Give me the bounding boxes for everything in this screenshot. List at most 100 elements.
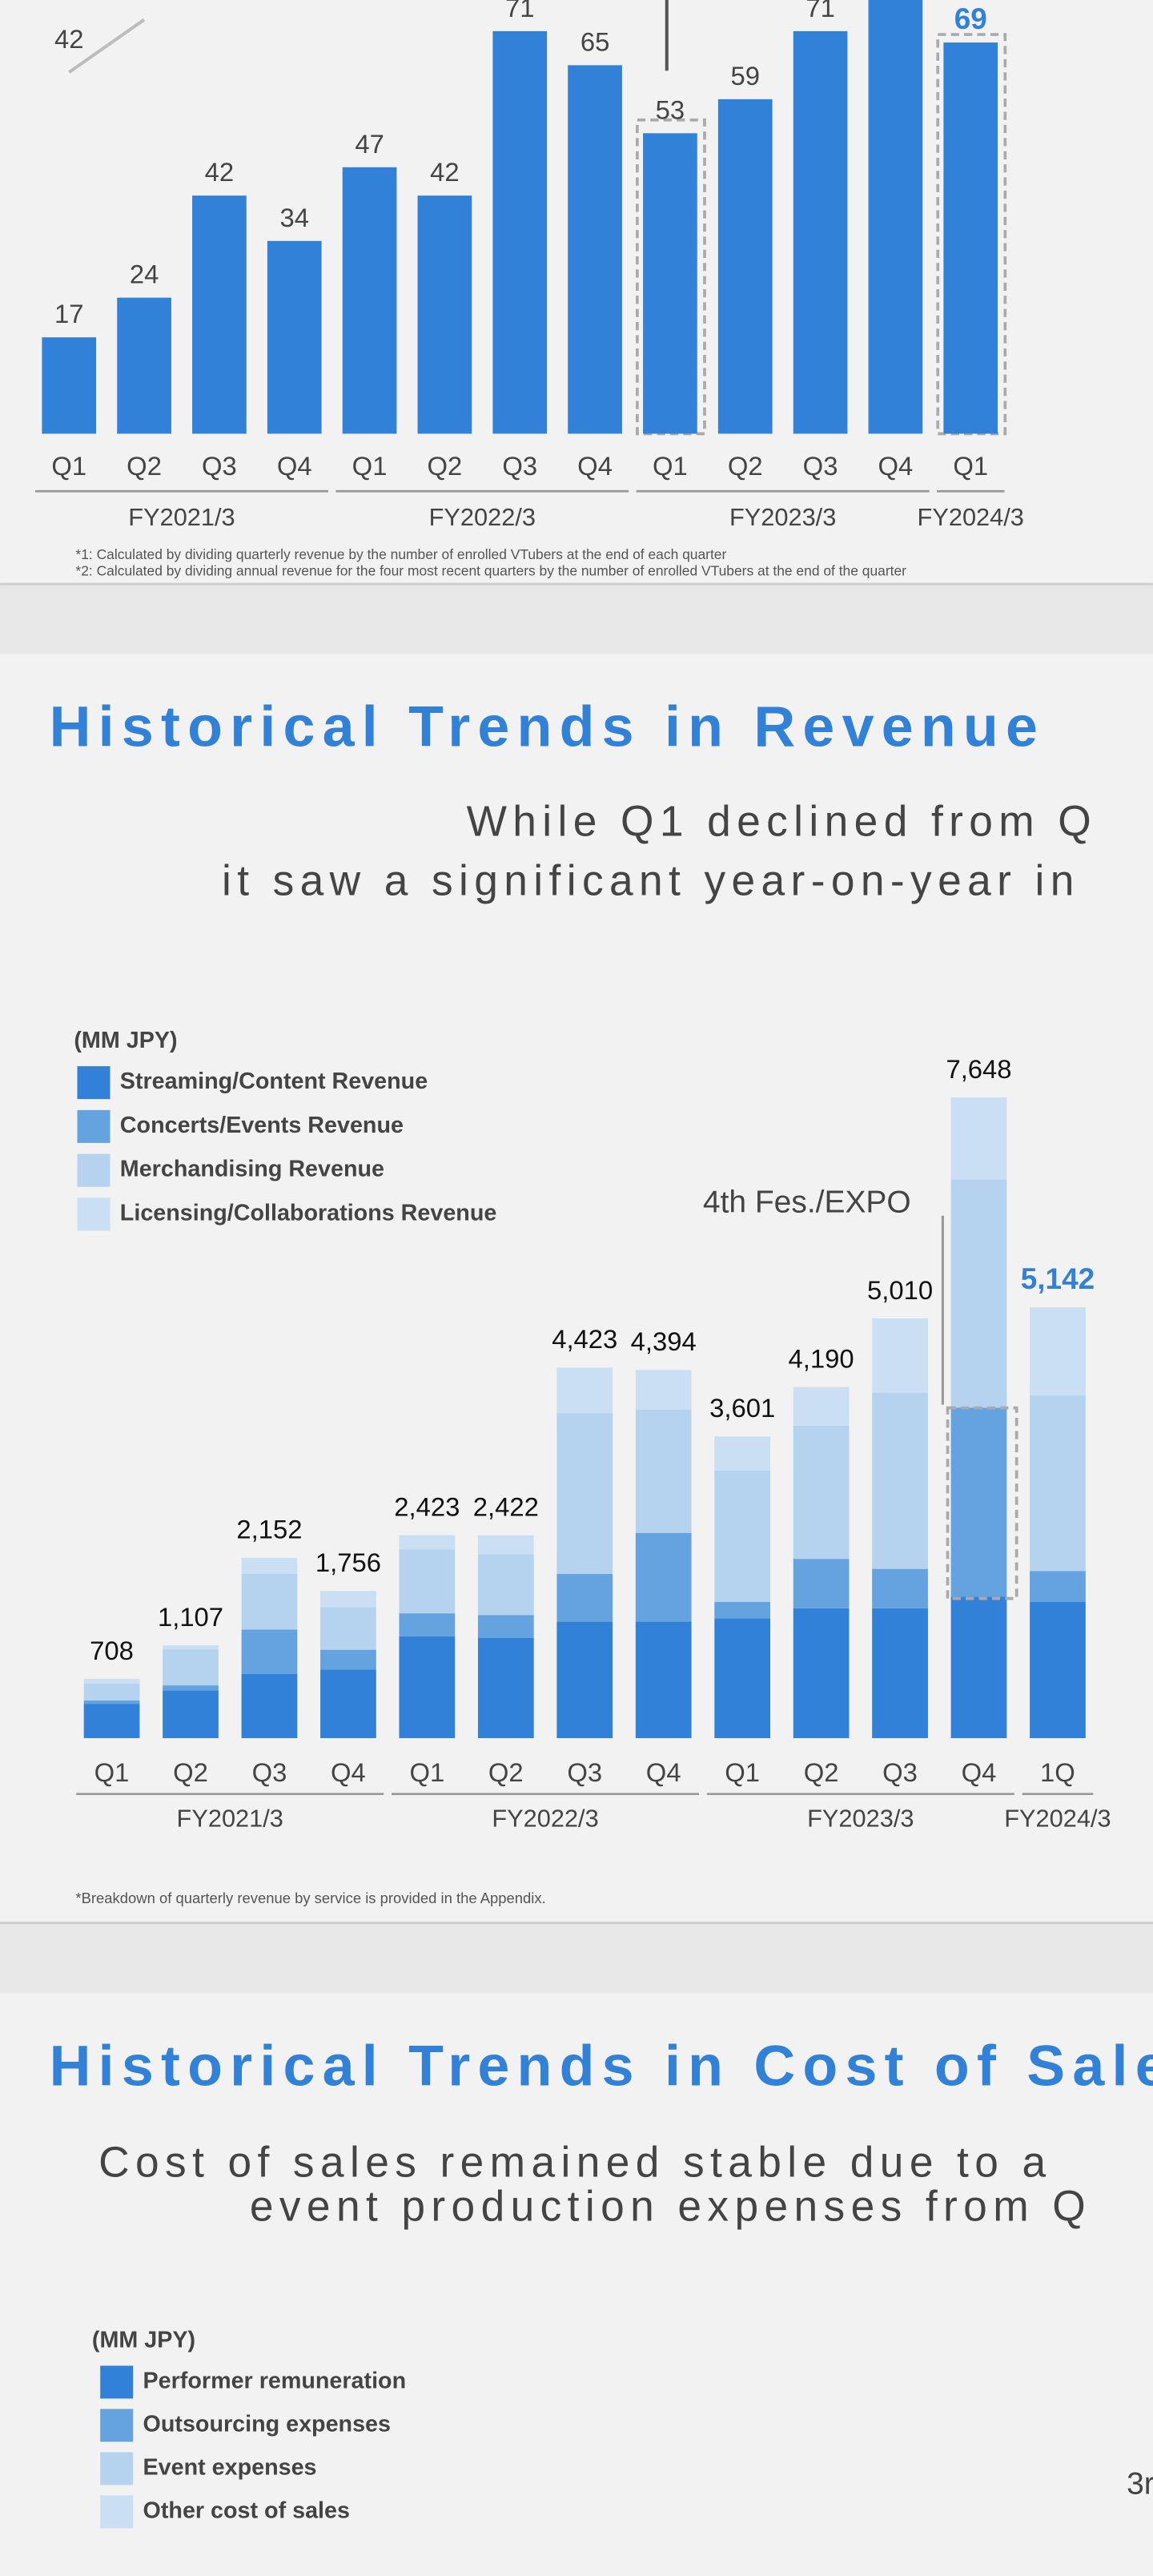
slide-subtitle: event production expenses from Q — [250, 2184, 1091, 2231]
bar-segment — [241, 1573, 298, 1630]
bar-segment — [320, 1669, 376, 1738]
bar-segment — [83, 1704, 140, 1738]
bar-segment — [950, 1407, 1007, 1597]
x-tick-label: 1Q — [1040, 1757, 1075, 1787]
bar-segment — [83, 1683, 140, 1701]
group-label: FY2022/3 — [492, 1805, 598, 1833]
bar — [117, 297, 171, 434]
legend-swatch — [100, 2365, 134, 2399]
legend-swatch — [100, 2495, 134, 2529]
bar-segment — [872, 1318, 928, 1394]
legend-swatch — [77, 1197, 110, 1231]
bar-segment — [241, 1629, 298, 1674]
total-label: 2,152 — [236, 1515, 302, 1544]
slide-title: Historical Trends in Revenue — [50, 695, 1046, 759]
bar-segment — [399, 1613, 456, 1636]
legend-swatch — [77, 1153, 110, 1187]
x-tick-label: Q1 — [725, 1757, 760, 1787]
bar-segment — [163, 1649, 219, 1686]
legend-label: Outsourcing expenses — [143, 2411, 391, 2437]
bar-segment — [635, 1409, 692, 1533]
total-label: 708 — [90, 1636, 134, 1665]
group-label: FY2023/3 — [729, 503, 836, 531]
bar-segment — [320, 1649, 376, 1670]
total-label: 2,422 — [473, 1491, 539, 1521]
total-label: 4,190 — [789, 1344, 854, 1374]
bar-segment — [399, 1535, 456, 1550]
bar-segment — [83, 1678, 140, 1684]
data-label: 42 — [54, 24, 83, 54]
bar-segment — [714, 1602, 771, 1619]
legend-label: Streaming/Content Revenue — [120, 1069, 428, 1094]
x-tick-label: Q2 — [127, 451, 162, 481]
data-label: 69 — [954, 2, 987, 35]
bar-segment — [556, 1367, 613, 1414]
bar-segment — [872, 1608, 928, 1738]
unit-label: (MM JPY) — [92, 2327, 195, 2353]
x-tick-label: Q3 — [882, 1757, 918, 1787]
x-tick-label: Q3 — [567, 1757, 602, 1787]
bar — [793, 30, 848, 434]
bar-segment — [556, 1573, 613, 1622]
x-tick-label: Q4 — [331, 1757, 366, 1787]
bar — [417, 195, 472, 434]
x-tick-label: Q3 — [202, 451, 237, 481]
bar-segment — [320, 1607, 376, 1650]
annotation: 4th Fes./EXPO — [703, 1185, 911, 1220]
footnote: *2: Calculated by dividing annual revenu… — [75, 562, 906, 578]
x-tick-label: Q4 — [646, 1757, 681, 1787]
data-label: 42 — [430, 157, 459, 187]
x-tick-label: Q1 — [653, 451, 688, 481]
bar-segment — [163, 1645, 219, 1650]
total-label: 3,601 — [709, 1393, 775, 1423]
slide-subtitle: While Q1 declined from Q — [467, 799, 1098, 846]
bar-segment — [1030, 1571, 1086, 1603]
legend-label: Merchandising Revenue — [120, 1157, 384, 1182]
legend-swatch — [100, 2452, 134, 2485]
x-tick-label: Q1 — [51, 451, 86, 481]
highlight-box — [946, 1406, 1018, 1600]
bar — [342, 167, 397, 434]
group-label: FY2022/3 — [429, 503, 536, 531]
x-tick-label: Q1 — [409, 1757, 444, 1787]
bar-segment — [872, 1568, 928, 1608]
data-label: 71 — [505, 0, 534, 22]
bar-segment — [556, 1413, 613, 1574]
bar-segment — [714, 1436, 771, 1471]
x-tick-label: Q1 — [352, 451, 388, 481]
bar-segment — [477, 1554, 534, 1616]
bar — [42, 337, 97, 434]
group-label: FY2021/3 — [177, 1805, 283, 1833]
group-label: FY2024/3 — [1004, 1805, 1111, 1833]
bar-segment — [477, 1615, 534, 1638]
data-label: 47 — [355, 129, 384, 159]
bar — [868, 0, 923, 434]
legend-label: Performer remuneration — [143, 2369, 407, 2394]
data-label: 42 — [205, 157, 234, 187]
bar-segment — [793, 1387, 850, 1426]
group-label: FY2024/3 — [918, 503, 1024, 531]
bar-segment — [163, 1690, 219, 1738]
legend-swatch — [77, 1109, 110, 1143]
total-label: 7,648 — [946, 1054, 1011, 1084]
legend-label: Licensing/Collaborations Revenue — [120, 1200, 497, 1226]
bar-segment — [950, 1097, 1007, 1180]
x-tick-label: Q4 — [277, 451, 312, 481]
total-label: 4,394 — [631, 1326, 697, 1356]
bar-segment — [1030, 1395, 1086, 1572]
x-tick-label: Q2 — [728, 451, 763, 481]
slide-title: Historical Trends in Cost of Sales — [50, 2034, 1153, 2098]
bar-segment — [950, 1596, 1007, 1738]
bar — [568, 65, 622, 434]
data-label: 59 — [731, 61, 760, 91]
bar-segment — [714, 1618, 771, 1738]
data-label: 53 — [656, 95, 685, 124]
bar-segment — [635, 1370, 692, 1410]
data-label: 71 — [805, 0, 834, 22]
bar-segment — [399, 1549, 456, 1614]
slide-subtitle: Cost of sales remained stable due to a — [98, 2139, 1051, 2186]
bar-segment — [241, 1673, 298, 1738]
x-tick-label: Q4 — [878, 451, 914, 481]
x-tick-label: Q4 — [577, 451, 613, 481]
